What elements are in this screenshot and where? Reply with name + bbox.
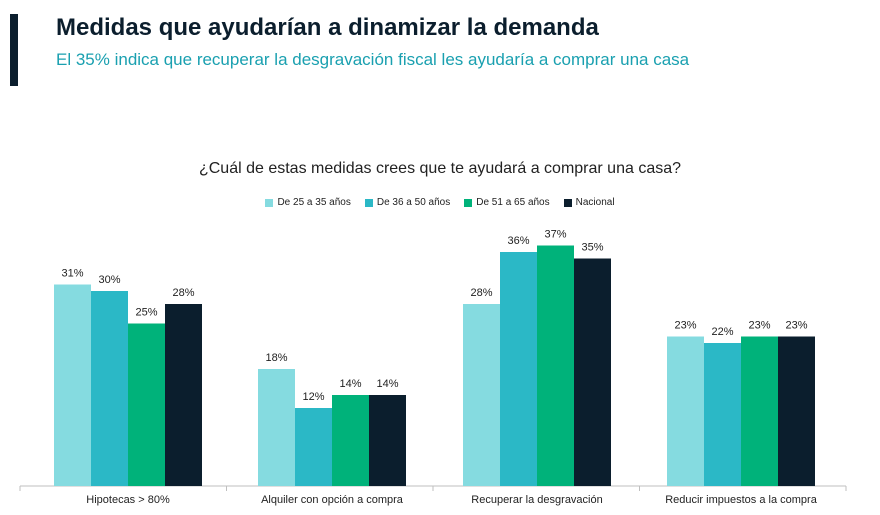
legend-item-nacional: Nacional bbox=[563, 197, 615, 208]
bar bbox=[332, 395, 369, 486]
bar bbox=[128, 323, 165, 486]
accent-bar bbox=[10, 14, 18, 86]
bar bbox=[537, 245, 574, 486]
bar bbox=[54, 284, 91, 486]
data-label: 36% bbox=[507, 235, 529, 247]
legend-item-36-50: De 36 a 50 años bbox=[364, 197, 451, 208]
bar bbox=[91, 291, 128, 486]
data-label: 23% bbox=[785, 320, 807, 332]
chart-title: ¿Cuál de estas medidas crees que te ayud… bbox=[198, 160, 682, 177]
bar bbox=[667, 336, 704, 486]
legend-label: De 25 a 35 años bbox=[277, 197, 351, 208]
data-label: 12% bbox=[302, 391, 324, 403]
category-label: Hipotecas > 80% bbox=[86, 494, 170, 506]
data-label: 30% bbox=[98, 274, 120, 286]
bar bbox=[574, 258, 611, 486]
bar bbox=[704, 343, 741, 486]
bar bbox=[295, 408, 332, 486]
data-label: 23% bbox=[748, 320, 770, 332]
category-label: Reducir impuestos a la compra bbox=[665, 494, 818, 506]
bar bbox=[500, 252, 537, 486]
data-label: 22% bbox=[711, 326, 733, 338]
data-label: 37% bbox=[544, 229, 566, 241]
data-label: 14% bbox=[376, 378, 398, 390]
legend-swatch bbox=[364, 198, 373, 207]
chart-legend: De 25 a 35 años De 36 a 50 años De 51 a … bbox=[0, 197, 880, 208]
legend-item-51-65: De 51 a 65 años bbox=[464, 197, 550, 208]
bar bbox=[463, 304, 500, 486]
bar bbox=[778, 336, 815, 486]
bar bbox=[258, 369, 295, 486]
data-label: 18% bbox=[265, 352, 287, 364]
bar bbox=[165, 304, 202, 486]
data-label: 25% bbox=[135, 307, 157, 319]
data-label: 28% bbox=[470, 287, 492, 299]
bar bbox=[741, 336, 778, 486]
bar bbox=[369, 395, 406, 486]
page-subtitle: El 35% indica que recuperar la desgravac… bbox=[56, 50, 690, 69]
data-label: 23% bbox=[674, 320, 696, 332]
legend-item-25-35: De 25 a 35 años bbox=[265, 197, 351, 208]
category-label: Recuperar la desgravación bbox=[471, 494, 602, 506]
legend-label: De 51 a 65 años bbox=[476, 197, 550, 208]
data-label: 14% bbox=[339, 378, 361, 390]
legend-swatch bbox=[563, 198, 572, 207]
category-label: Alquiler con opción a compra bbox=[261, 494, 404, 506]
legend-label: De 36 a 50 años bbox=[376, 197, 451, 208]
legend-swatch bbox=[464, 198, 473, 207]
legend-label: Nacional bbox=[575, 197, 615, 208]
page-title: Medidas que ayudarían a dinamizar la dem… bbox=[56, 14, 599, 41]
data-label: 31% bbox=[61, 268, 83, 280]
data-label: 28% bbox=[172, 287, 194, 299]
data-label: 35% bbox=[581, 242, 603, 254]
legend-swatch bbox=[265, 198, 274, 207]
